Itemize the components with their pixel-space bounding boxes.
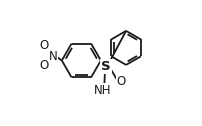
Text: S: S [101, 60, 110, 73]
Text: O: O [39, 39, 48, 53]
Text: N: N [48, 50, 57, 63]
Text: NH: NH [94, 84, 111, 97]
Text: O: O [116, 75, 125, 88]
Text: O: O [39, 59, 48, 72]
